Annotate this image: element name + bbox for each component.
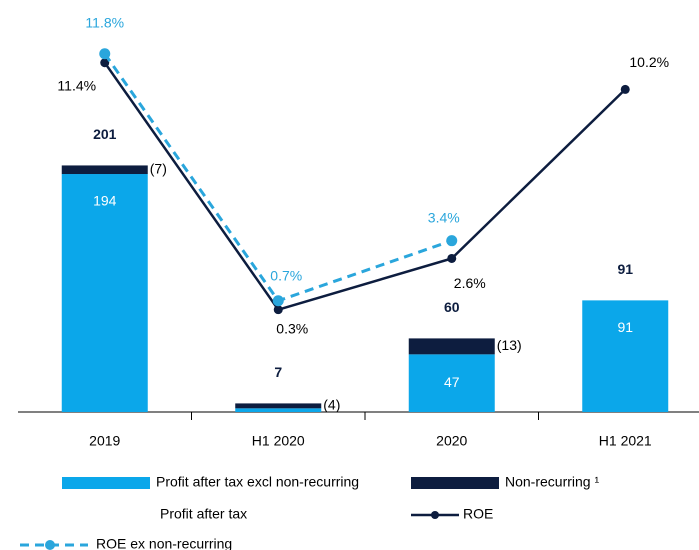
line: [103, 52, 453, 303]
x-tick-label: 2019: [89, 433, 120, 449]
x-tick-label: 2020: [436, 433, 467, 449]
legend-label: ROE: [463, 506, 493, 522]
bar-segment: [408, 338, 495, 355]
bar-segment: [61, 165, 148, 175]
legend-label: ROE ex non-recurring: [96, 536, 232, 550]
bar: [235, 408, 322, 412]
point: [272, 295, 284, 307]
total-label: 91: [617, 261, 633, 277]
segment-label: (4): [323, 397, 340, 413]
bar: [582, 300, 669, 412]
total-label: 201: [93, 126, 117, 142]
bar-segment: [235, 403, 322, 409]
point: [446, 235, 458, 247]
point-label: 0.3%: [276, 320, 308, 336]
bar-label: 194: [93, 193, 117, 209]
legend-label: Profit after tax: [160, 506, 247, 522]
segment-label: (7): [150, 160, 167, 176]
point-label: 11.4%: [57, 77, 96, 93]
point: [273, 305, 283, 315]
line: [103, 61, 627, 312]
segment-label: (13): [497, 337, 522, 353]
x-tick-label: H1 2020: [252, 433, 305, 449]
bar: [408, 354, 495, 412]
point-label: 0.7%: [270, 267, 302, 283]
legend-dot: [45, 540, 55, 550]
total-label: 7: [274, 364, 282, 380]
bar-label: 91: [617, 319, 633, 335]
legend-dot: [431, 511, 439, 519]
point-label: 2.6%: [454, 275, 486, 291]
point-label: 11.8%: [85, 14, 124, 30]
point: [99, 48, 111, 60]
point-label: 10.2%: [629, 54, 669, 70]
point: [100, 58, 110, 68]
bar: [61, 174, 148, 412]
point: [447, 253, 457, 263]
legend-swatch: [411, 477, 499, 489]
legend-label: Profit after tax excl non-recurring: [156, 474, 359, 490]
point: [620, 84, 630, 94]
point-label: 3.4%: [428, 209, 460, 225]
legend-swatch: [62, 477, 150, 489]
total-label: 60: [444, 299, 460, 315]
x-tick-label: H1 2021: [599, 433, 652, 449]
bar-label: 47: [444, 374, 460, 390]
legend-label: Non-recurring ¹: [505, 474, 599, 490]
